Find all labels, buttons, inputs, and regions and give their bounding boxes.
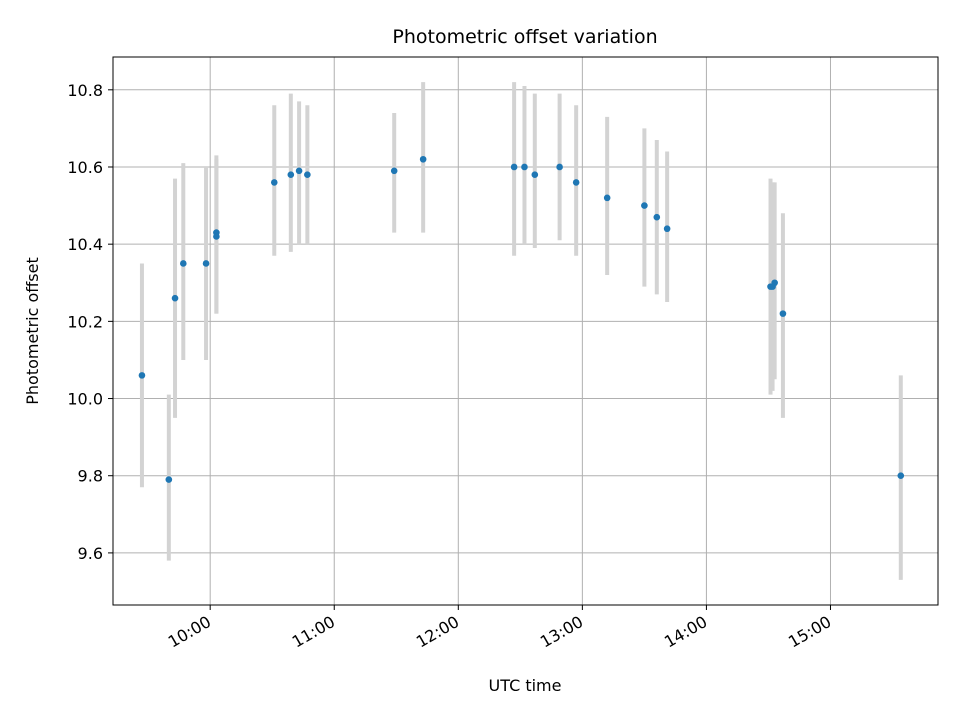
y-tick-label: 10.6 [67,158,103,177]
data-point [771,279,778,287]
data-point [213,233,220,240]
data-point [304,171,311,179]
data-point [603,194,611,202]
y-tick-label: 9.6 [78,544,103,563]
data-point [138,372,146,379]
data-point [779,310,787,317]
data-point [556,163,563,171]
data-point [171,294,179,302]
chart-title: Photometric offset variation [392,26,657,48]
y-tick-label: 9.8 [78,467,103,486]
data-point [202,260,210,267]
y-tick-label: 10.0 [67,390,103,409]
data-point [531,171,539,179]
data-point [180,260,187,267]
data-points [138,155,905,483]
data-point [897,472,905,480]
data-point [165,476,173,483]
x-axis-label: UTC time [489,676,562,695]
data-point [287,171,295,179]
data-point [270,179,278,186]
plot-area-frame [112,56,939,606]
data-point [653,213,661,221]
data-point [641,202,648,209]
data-point [390,167,398,175]
y-axis-ticks: 9.6 9.8 10.0 10.2 10.4 10.6 10.8 [67,81,113,563]
y-tick-label: 10.2 [67,312,103,331]
data-point [295,167,303,175]
data-point [510,163,518,171]
data-point [419,155,427,163]
y-tick-label: 10.8 [67,81,103,100]
data-point [521,163,528,171]
y-tick-label: 10.4 [67,235,103,254]
y-axis-label: Photometric offset [23,257,42,405]
data-point [663,225,671,233]
data-point [572,179,580,186]
